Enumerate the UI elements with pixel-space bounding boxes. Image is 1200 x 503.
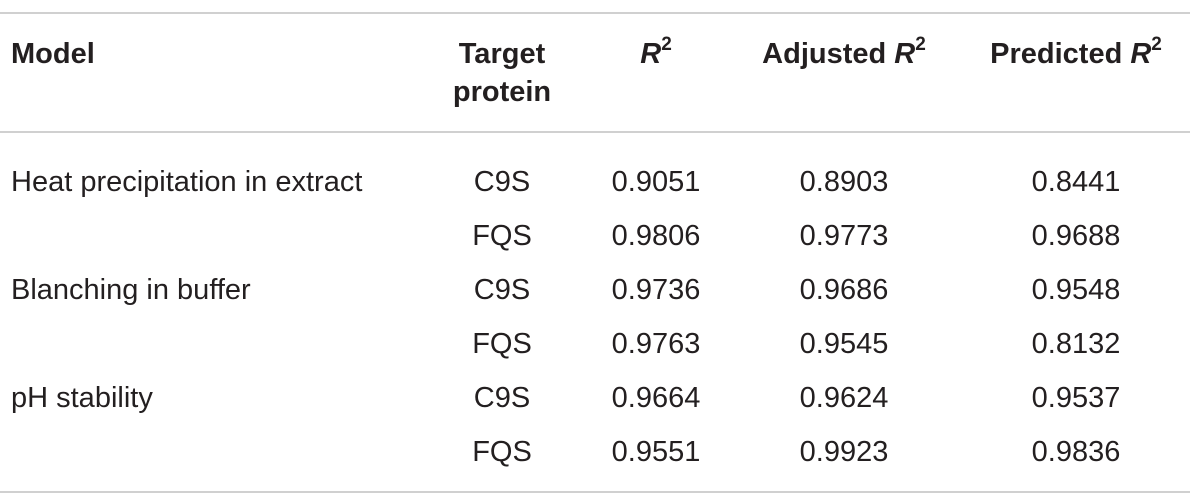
header-predicted-var: R bbox=[1130, 38, 1152, 70]
cell-model: Blanching in buffer bbox=[11, 274, 251, 306]
cell-r2: 0.9664 bbox=[611, 382, 701, 414]
cell-model bbox=[0, 317, 418, 371]
cell-adjusted-r2: 0.9923 bbox=[799, 436, 889, 468]
table-row: Heat precipitation in extract C9S 0.9051… bbox=[0, 132, 1190, 209]
header-predicted-r2: Predicted R2 bbox=[962, 13, 1190, 132]
header-adjusted-r2: Adjusted R2 bbox=[726, 13, 962, 132]
cell-r2: 0.9051 bbox=[611, 166, 701, 198]
table-row: pH stability C9S 0.9664 0.9624 0.9537 bbox=[0, 371, 1190, 425]
header-predicted-prefix: Predicted bbox=[990, 38, 1131, 70]
table-row: FQS 0.9551 0.9923 0.9836 bbox=[0, 425, 1190, 492]
cell-adjusted-r2: 0.9686 bbox=[799, 274, 889, 306]
cell-predicted-r2: 0.9548 bbox=[1031, 274, 1121, 306]
cell-adjusted-r2: 0.9773 bbox=[799, 220, 889, 252]
table-row: Blanching in buffer C9S 0.9736 0.9686 0.… bbox=[0, 263, 1190, 317]
model-fit-table: Model Target protein R2 Adjusted R2 Predi… bbox=[0, 12, 1190, 493]
cell-predicted-r2: 0.8132 bbox=[1031, 328, 1121, 360]
cell-model bbox=[0, 425, 418, 492]
cell-target: C9S bbox=[473, 166, 531, 198]
cell-model: pH stability bbox=[11, 382, 153, 414]
header-row: Model Target protein R2 Adjusted R2 Predi… bbox=[0, 13, 1190, 132]
cell-predicted-r2: 0.9537 bbox=[1031, 382, 1121, 414]
header-r2: R2 bbox=[586, 13, 726, 132]
cell-r2: 0.9736 bbox=[611, 274, 701, 306]
header-target-protein: Target protein bbox=[418, 13, 586, 132]
table-row: FQS 0.9763 0.9545 0.8132 bbox=[0, 317, 1190, 371]
header-model: Model bbox=[11, 38, 95, 70]
header-r2-sup: 2 bbox=[661, 34, 672, 56]
cell-adjusted-r2: 0.9624 bbox=[799, 382, 889, 414]
table-row: FQS 0.9806 0.9773 0.9688 bbox=[0, 209, 1190, 263]
cell-model bbox=[0, 209, 418, 263]
cell-r2: 0.9806 bbox=[611, 220, 701, 252]
cell-target: C9S bbox=[473, 274, 531, 306]
cell-target: FQS bbox=[472, 436, 532, 468]
header-predicted-sup: 2 bbox=[1151, 34, 1162, 56]
cell-predicted-r2: 0.9688 bbox=[1031, 220, 1121, 252]
cell-r2: 0.9551 bbox=[611, 436, 701, 468]
header-adjusted-var: R bbox=[894, 38, 916, 70]
header-adjusted-prefix: Adjusted bbox=[762, 38, 895, 70]
header-r2-var: R bbox=[640, 38, 662, 70]
header-adjusted-sup: 2 bbox=[915, 34, 926, 56]
cell-target: FQS bbox=[472, 220, 532, 252]
cell-predicted-r2: 0.8441 bbox=[1031, 166, 1121, 198]
cell-r2: 0.9763 bbox=[611, 328, 701, 360]
header-target-line1: Target bbox=[458, 38, 546, 70]
cell-target: C9S bbox=[473, 382, 531, 414]
cell-model: Heat precipitation in extract bbox=[11, 166, 363, 198]
header-target-line2: protein bbox=[452, 76, 552, 108]
cell-adjusted-r2: 0.9545 bbox=[799, 328, 889, 360]
cell-adjusted-r2: 0.8903 bbox=[799, 166, 889, 198]
cell-predicted-r2: 0.9836 bbox=[1031, 436, 1121, 468]
cell-target: FQS bbox=[472, 328, 532, 360]
